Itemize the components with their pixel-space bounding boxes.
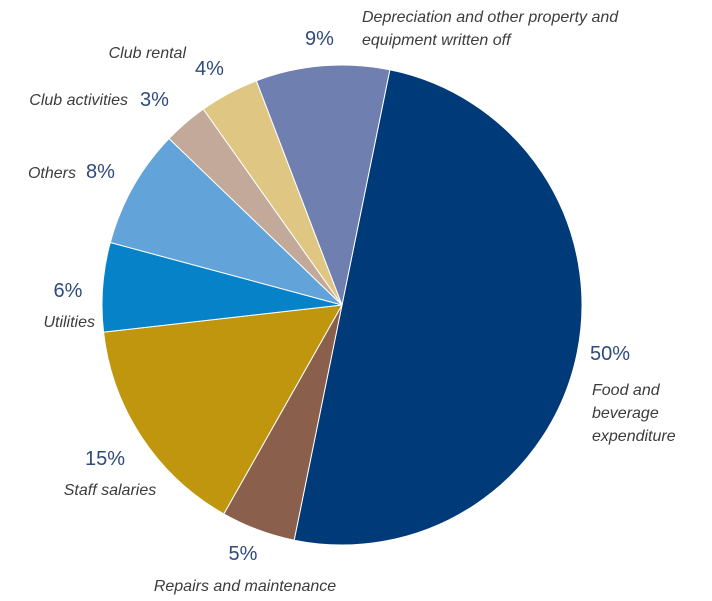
- value-label: 4%: [195, 58, 224, 80]
- category-label: Staff salaries: [63, 482, 157, 499]
- value-label: 3%: [140, 89, 169, 111]
- category-label: Repairs and maintenance: [153, 578, 337, 595]
- category-label: Utilities: [43, 314, 95, 331]
- value-label: 9%: [305, 28, 334, 50]
- category-label: Club rental: [108, 45, 186, 62]
- value-label: 8%: [86, 161, 115, 183]
- pie-slice: [109, 137, 343, 306]
- category-label: Depreciation and other property and equi…: [362, 9, 619, 49]
- category-label: Club activities: [29, 92, 128, 109]
- value-label: 6%: [53, 280, 83, 302]
- category-label: Others: [27, 165, 76, 182]
- pie-slice: [255, 64, 391, 307]
- pie-slice: [102, 304, 343, 515]
- value-label: 5%: [228, 543, 258, 565]
- category-label: Food and beverage expenditure: [592, 382, 676, 445]
- value-label: 50%: [590, 343, 631, 365]
- value-label: 15%: [84, 448, 126, 470]
